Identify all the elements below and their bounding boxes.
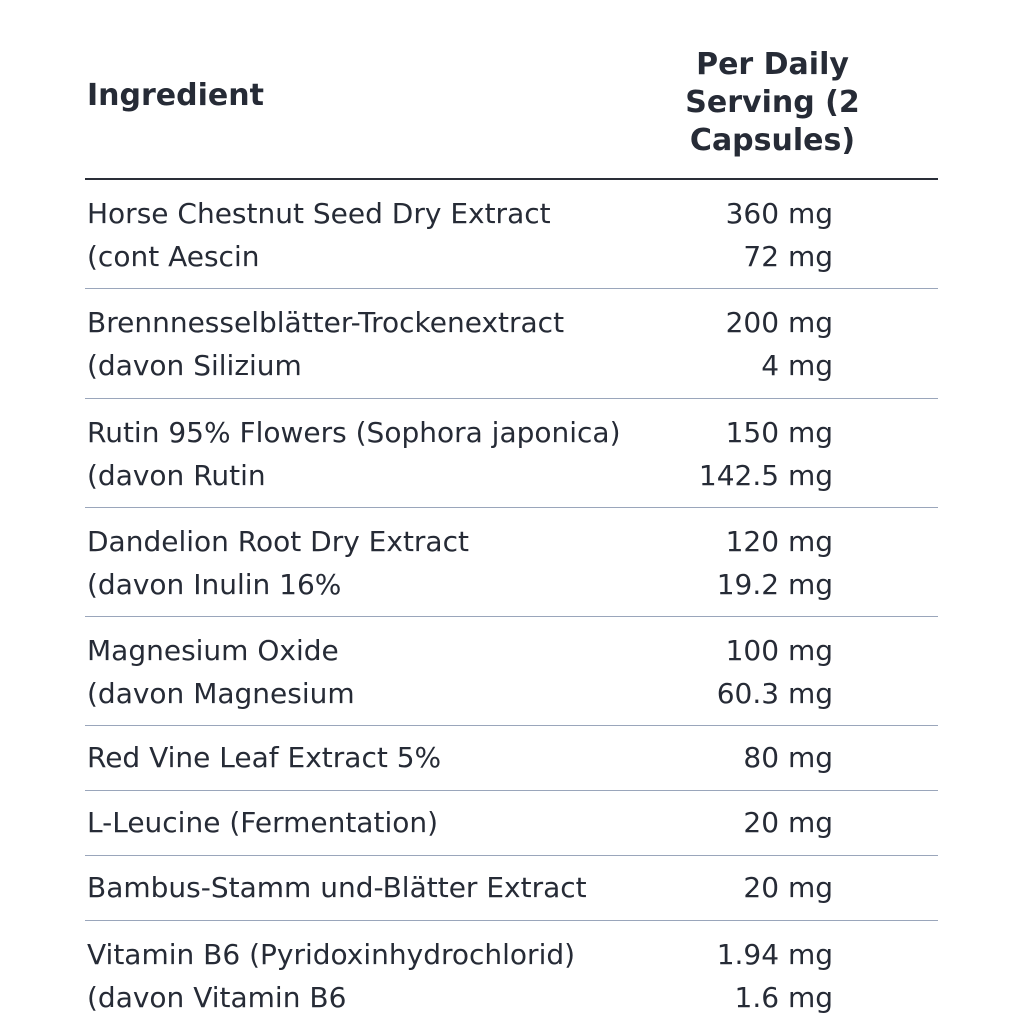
ingredient-line: Magnesium Oxide 100 mg: [85, 629, 938, 672]
table-row: Magnesium Oxide 100 mg (davon Magnesium 60.…: [85, 617, 938, 726]
sub-ingredient-line: (davon Inulin 16% 19.2 mg: [85, 563, 938, 606]
ingredient-line: Rutin 95% Flowers (Sophora japonica) 150 …: [85, 411, 938, 454]
ingredient-name: (davon Inulin 16%: [87, 568, 342, 601]
ingredient-amount: 20 mg: [743, 806, 833, 839]
ingredient-amount: 200 mg: [725, 306, 833, 339]
ingredient-amount: 60.3 mg: [716, 677, 833, 710]
ingredient-name: Bambus-Stamm und-Blätter Extract: [87, 871, 587, 904]
sub-ingredient-line: (davon Vitamin B6 1.6 mg: [85, 976, 938, 1019]
sub-ingredient-line: (davon Magnesium 60.3 mg: [85, 672, 938, 715]
table-row: Dandelion Root Dry Extract 120 mg (davon I…: [85, 508, 938, 617]
ingredient-line: Dandelion Root Dry Extract 120 mg: [85, 520, 938, 563]
ingredient-name: (davon Silizium: [87, 349, 302, 382]
ingredient-amount: 80 mg: [743, 741, 833, 774]
ingredient-name: Red Vine Leaf Extract 5%: [87, 741, 442, 774]
ingredient-name: (davon Vitamin B6: [87, 981, 347, 1014]
ingredient-name: Horse Chestnut Seed Dry Extract: [87, 197, 551, 230]
ingredient-amount: 4 mg: [761, 349, 833, 382]
header-ingredient: Ingredient: [87, 78, 264, 113]
ingredient-line: Brennnesselblätter-Trockenextract 200 mg: [85, 301, 938, 344]
sub-ingredient-line: (cont Aescin 72 mg: [85, 235, 938, 278]
sub-ingredient-line: (davon Silizium 4 mg: [85, 344, 938, 387]
ingredient-amount: 1.6 mg: [734, 981, 833, 1014]
ingredient-name: Vitamin B6 (Pyridoxinhydrochlorid): [87, 938, 576, 971]
ingredient-amount: 100 mg: [725, 634, 833, 667]
table-row: Rutin 95% Flowers (Sophora japonica) 150 …: [85, 399, 938, 508]
ingredient-name: (davon Magnesium: [87, 677, 355, 710]
ingredient-line: Vitamin B6 (Pyridoxinhydrochlorid) 1.94 m…: [85, 933, 938, 976]
ingredient-name: (cont Aescin: [87, 240, 260, 273]
ingredient-amount: 19.2 mg: [716, 568, 833, 601]
ingredient-amount: 1.94 mg: [716, 938, 833, 971]
table-row: Vitamin B6 (Pyridoxinhydrochlorid) 1.94 m…: [85, 921, 938, 1024]
ingredient-line: Bambus-Stamm und-Blätter Extract 20 mg: [85, 866, 938, 909]
ingredient-line: L-Leucine (Fermentation) 20 mg: [85, 801, 938, 844]
ingredient-table-body: Horse Chestnut Seed Dry Extract 360 mg (co…: [85, 180, 938, 1024]
ingredient-amount: 142.5 mg: [698, 459, 833, 492]
ingredient-name: (davon Rutin: [87, 459, 266, 492]
table-row: Red Vine Leaf Extract 5% 80 mg: [85, 726, 938, 791]
table-row: Bambus-Stamm und-Blätter Extract 20 mg: [85, 856, 938, 921]
ingredient-name: Rutin 95% Flowers (Sophora japonica): [87, 416, 621, 449]
ingredient-amount: 72 mg: [743, 240, 833, 273]
ingredient-name: Magnesium Oxide: [87, 634, 339, 667]
ingredient-name: L-Leucine (Fermentation): [87, 806, 439, 839]
table-header: Ingredient Per Daily Serving (2 Capsules…: [85, 0, 938, 180]
ingredient-line: Horse Chestnut Seed Dry Extract 360 mg: [85, 192, 938, 235]
sub-ingredient-line: (davon Rutin 142.5 mg: [85, 454, 938, 497]
ingredient-amount: 120 mg: [725, 525, 833, 558]
ingredient-amount: 20 mg: [743, 871, 833, 904]
ingredient-name: Dandelion Root Dry Extract: [87, 525, 469, 558]
table-row: Brennnesselblätter-Trockenextract 200 mg (…: [85, 289, 938, 399]
ingredient-amount: 360 mg: [725, 197, 833, 230]
table-row: Horse Chestnut Seed Dry Extract 360 mg (co…: [85, 180, 938, 289]
ingredient-amount: 150 mg: [725, 416, 833, 449]
ingredient-line: Red Vine Leaf Extract 5% 80 mg: [85, 736, 938, 779]
table-row: L-Leucine (Fermentation) 20 mg: [85, 791, 938, 856]
header-per-daily-serving: Per Daily Serving (2 Capsules): [685, 47, 860, 158]
ingredient-name: Brennnesselblätter-Trockenextract: [87, 306, 565, 339]
